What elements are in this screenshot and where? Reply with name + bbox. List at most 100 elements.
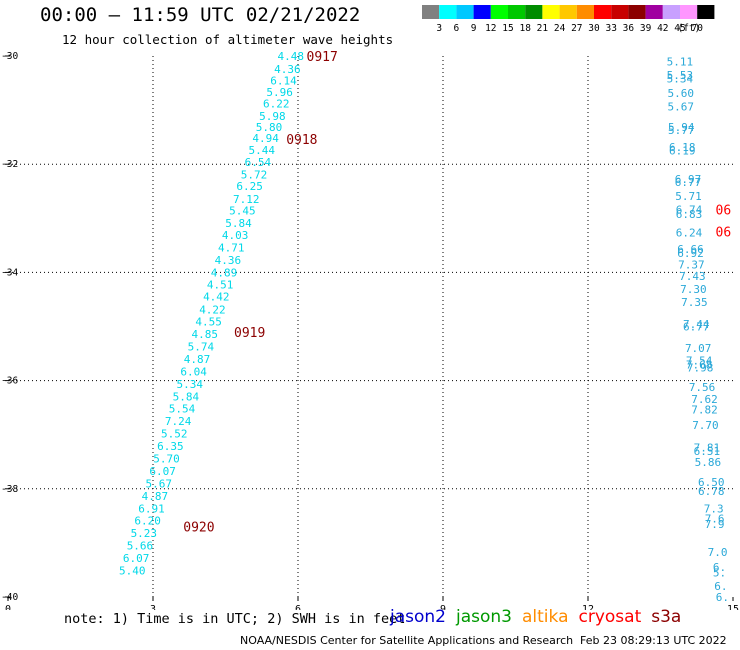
wave-height-reading: 6.22 xyxy=(263,98,290,111)
pass-time-label: 0919 xyxy=(234,326,265,341)
wave-height-reading: 4.55 xyxy=(195,316,222,329)
x-tick-label: 3 xyxy=(150,604,156,610)
x-tick-label: 6 xyxy=(295,604,301,610)
wave-height-reading: 5.80 xyxy=(256,121,283,134)
wave-height-reading: 4.87 xyxy=(184,353,211,366)
satellite-legend-item: cryosat xyxy=(578,607,642,627)
color-bin-label: 33 xyxy=(605,23,616,34)
y-tick-label: -32 xyxy=(1,159,18,170)
color-bin-label: 39 xyxy=(640,23,652,34)
wave-height-reading: 6.51 xyxy=(694,445,721,458)
wave-height-reading: 5.71 xyxy=(675,190,702,203)
wave-height-reading: 5.40 xyxy=(119,564,146,577)
wave-height-reading: 7.62 xyxy=(691,393,718,406)
color-bin-label: 36 xyxy=(623,23,635,34)
wave-height-reading: 7.81 xyxy=(694,442,721,455)
wave-height-reading: 7.6 xyxy=(705,513,725,526)
wave-height-reading: 6.50 xyxy=(698,476,725,489)
wave-height-reading: 5.94 xyxy=(668,121,695,134)
color-bin xyxy=(611,5,629,19)
wave-height-reading: 7.44 xyxy=(683,318,710,331)
wave-height-reading: 4.36 xyxy=(215,254,242,267)
wave-height-reading: 7.07 xyxy=(685,342,712,355)
wave-height-reading: 7.30 xyxy=(680,283,707,296)
x-tick-label: 12 xyxy=(582,604,594,610)
y-tick-label: -38 xyxy=(1,484,18,495)
map-title: 00:00 – 11:59 UTC 02/21/2022 xyxy=(40,4,361,26)
wave-height-reading: 7.12 xyxy=(233,193,260,206)
wave-height-reading: 6.35 xyxy=(157,440,184,453)
wave-height-reading: 5.96 xyxy=(266,86,293,99)
wave-height-reading: 4.89 xyxy=(211,266,238,279)
color-bin-label: 30 xyxy=(588,23,600,34)
color-bin-label: 9 xyxy=(471,23,477,34)
wave-height-reading: 6.77 xyxy=(675,176,702,189)
color-bin xyxy=(490,5,508,19)
color-bin xyxy=(645,5,663,19)
wave-height-reading: 6.14 xyxy=(270,74,297,87)
credit-text: NOAA/NESDIS Center for Satellite Applica… xyxy=(240,634,574,647)
color-bin xyxy=(680,5,698,19)
wave-height-reading: 7.3 xyxy=(704,502,724,515)
wave-height-reading: 6.18 xyxy=(669,141,696,154)
color-bin xyxy=(508,5,526,19)
color-bin xyxy=(697,5,715,19)
wave-height-reading: 4.42 xyxy=(203,291,230,304)
wave-height-reading: 5.70 xyxy=(153,453,180,466)
color-bin xyxy=(439,5,457,19)
color-bin-label: 70 xyxy=(691,23,703,34)
x-tick-label: 0 xyxy=(5,604,11,610)
wave-height-reading: 6.74 xyxy=(676,204,703,217)
wave-height-reading: 6.04 xyxy=(180,365,207,378)
wave-height-reading: 5.34 xyxy=(667,73,694,86)
color-bin xyxy=(542,5,560,19)
color-bin-label: 18 xyxy=(519,23,531,34)
wave-height-reading: 5.52 xyxy=(161,428,188,441)
wave-height-reading: 6.97 xyxy=(675,173,702,186)
wave-height-reading: 5.60 xyxy=(668,87,695,100)
wave-height-reading: 4.71 xyxy=(218,242,245,255)
wave-height-reading: 5. xyxy=(713,567,726,580)
color-bin xyxy=(662,5,680,19)
color-bin-label: 27 xyxy=(571,23,582,34)
wave-height-reading: 5.11 xyxy=(667,55,694,68)
x-tick-label: 9 xyxy=(440,604,446,610)
wave-height-reading: 5.67 xyxy=(668,100,695,113)
color-bin-label: 24 xyxy=(554,23,566,34)
wave-height-reading: 6.83 xyxy=(676,208,703,221)
wave-height-reading: 5.23 xyxy=(131,527,158,540)
satellite-legend: jason2 jason3 altika cryosat s3a xyxy=(390,607,691,627)
y-tick-label: -40 xyxy=(1,592,18,603)
pass-time-label: 0920 xyxy=(183,521,214,536)
wave-height-reading: 6.07 xyxy=(149,465,176,478)
x-tick-label: 15 xyxy=(727,604,739,610)
wave-height-reading: 5.66 xyxy=(127,540,154,553)
wave-height-reading: 5.84 xyxy=(173,390,200,403)
wave-height-reading: 6. xyxy=(714,580,727,593)
satellite-legend-item: jason2 xyxy=(390,607,446,627)
wave-height-reading: 7.9 xyxy=(705,518,725,531)
wave-height-reading: 5.86 xyxy=(695,456,722,469)
pass-time-label: 0917 xyxy=(307,50,338,65)
y-tick-label: -30 xyxy=(1,51,18,62)
wave-height-reading: 4.94 xyxy=(252,132,279,145)
wave-height-reading: 5.72 xyxy=(241,168,268,181)
wave-height-reading: 6.24 xyxy=(676,226,703,239)
wave-height-map: 0 3 6 9 12 15-30-32-34-36-38-404.484.366.145.… xyxy=(1,50,739,610)
wave-height-reading: 6.66 xyxy=(677,243,704,256)
wave-height-reading: 6.20 xyxy=(134,515,161,528)
color-bin xyxy=(473,5,491,19)
generated-timestamp: Feb 23 08:29:13 UTC 2022 xyxy=(580,634,727,647)
wave-height-reading: 7.70 xyxy=(692,419,719,432)
wave-height-reading: 5.84 xyxy=(225,217,252,230)
wave-height-reading: 5.45 xyxy=(229,205,256,218)
color-bin-label: 45 xyxy=(674,23,685,34)
color-bin-label: 21 xyxy=(537,23,549,34)
wave-height-reading: 7.24 xyxy=(165,415,192,428)
map-subtitle: 12 hour collection of altimeter wave hei… xyxy=(62,32,394,47)
wave-height-reading: 5.77 xyxy=(668,124,695,137)
wave-height-reading: 7.56 xyxy=(689,381,716,394)
wave-height-reading: 7.54 xyxy=(686,355,713,368)
color-bin xyxy=(525,5,543,19)
wave-height-reading: 6.19 xyxy=(669,145,696,158)
